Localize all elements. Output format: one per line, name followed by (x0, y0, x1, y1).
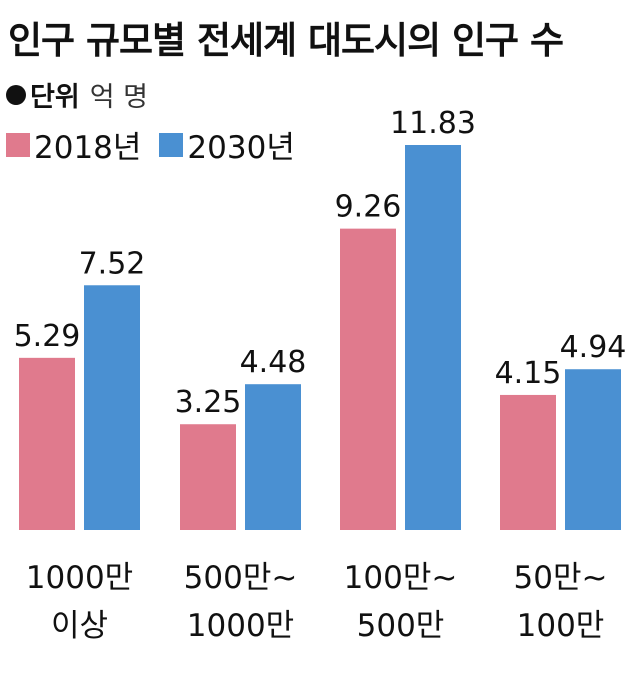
data-label: 5.29 (14, 319, 81, 354)
category-label: 100만~ (344, 560, 458, 596)
unit-note: 단위 억 명 (6, 75, 148, 114)
data-label: 7.52 (79, 246, 146, 281)
bar-2018년-1 (180, 424, 236, 530)
data-label: 11.83 (390, 106, 476, 141)
chart-title: 인구 규모별 전세계 대도시의 인구 수 (8, 19, 564, 62)
data-label: 4.94 (560, 330, 627, 365)
legend-label-2030: 2030년 (187, 130, 295, 166)
legend-swatch-2030 (159, 132, 184, 157)
data-label: 3.25 (175, 385, 242, 420)
category-label: 100만 (517, 608, 605, 644)
data-label: 4.15 (495, 356, 562, 391)
category-label: 이상 (51, 608, 108, 644)
legend-label-2018: 2018년 (34, 130, 142, 166)
category-label: 1000만 (187, 608, 294, 644)
category-label: 1000만 (26, 560, 133, 596)
legend-item-2018: 2018년 (6, 122, 141, 167)
category-label: 500만~ (184, 560, 298, 596)
bar-2030년-3 (565, 369, 621, 530)
bar-2018년-3 (500, 394, 556, 530)
category-label: 500만 (357, 608, 445, 644)
bar-2030년-0 (84, 285, 140, 530)
data-label: 4.48 (240, 345, 307, 380)
bar-2030년-1 (245, 384, 301, 530)
bar-2018년-2 (340, 228, 396, 531)
unit-value: 억 명 (89, 82, 148, 113)
legend-swatch-2018 (6, 132, 30, 157)
bar-2030년-2 (405, 145, 461, 530)
unit-label: 단위 (30, 82, 80, 113)
data-label: 9.26 (335, 190, 402, 225)
category-label: 50만~ (514, 560, 608, 596)
bar-2018년-0 (19, 357, 75, 530)
legend-item-2030: 2030년 (159, 122, 295, 167)
bullet-icon (6, 84, 26, 105)
legend: 2018년 2030년 (6, 122, 313, 167)
